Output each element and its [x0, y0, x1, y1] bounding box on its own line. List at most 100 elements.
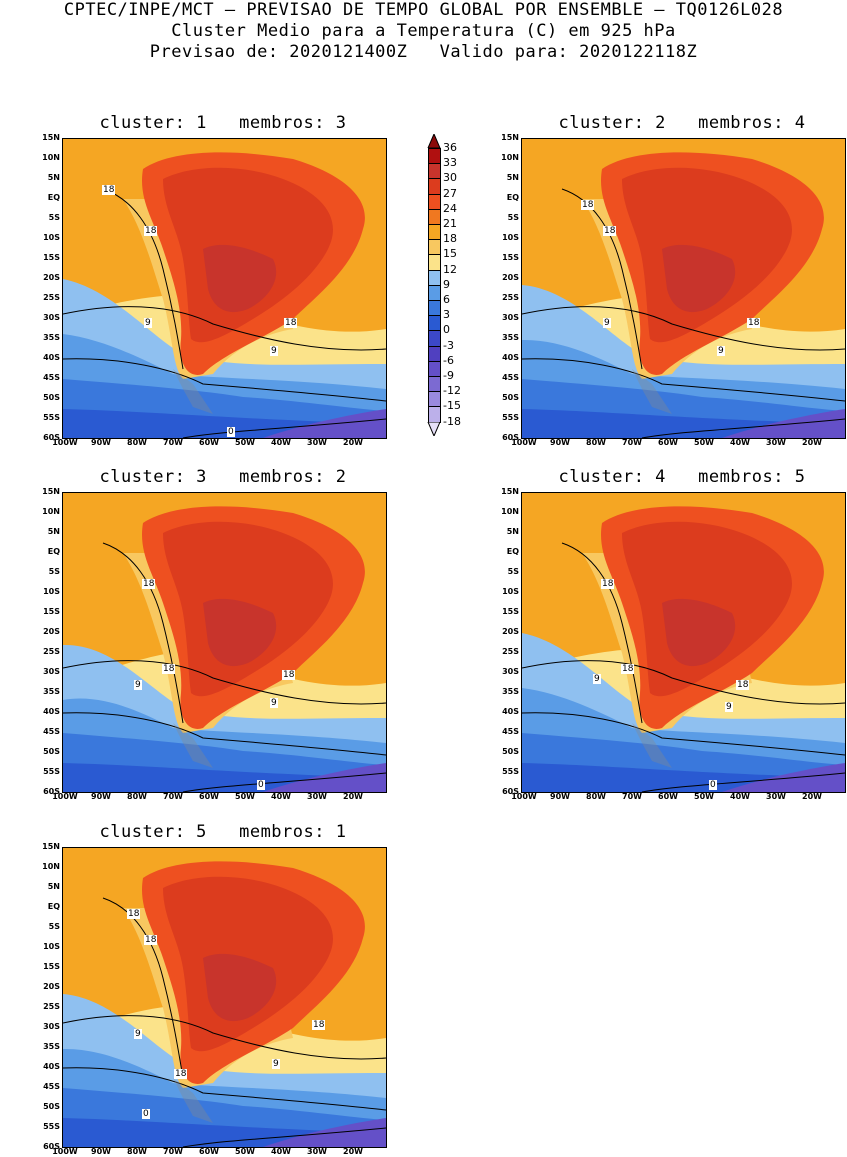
- contour-label: 18: [174, 1069, 188, 1079]
- contour-label: 18: [736, 680, 750, 690]
- map-panel-4: [521, 492, 846, 793]
- lat-tick-label: 25S: [43, 647, 60, 656]
- lat-tick-label: 15N: [42, 487, 60, 496]
- lon-tick-label: 30W: [307, 1147, 327, 1156]
- colorbar-label: 21: [443, 217, 457, 230]
- lat-tick-label: 5S: [48, 567, 60, 576]
- colorbar-swatch: [428, 163, 441, 180]
- header-line-1: CPTEC/INPE/MCT — PREVISAO DE TEMPO GLOBA…: [63, 0, 784, 20]
- colorbar-label: -18: [443, 414, 461, 428]
- lon-tick-label: 100W: [511, 792, 537, 801]
- colorbar-label: 3: [443, 308, 450, 322]
- lat-tick-label: 20S: [502, 627, 519, 636]
- lat-tick-label: 15S: [43, 253, 60, 262]
- lat-tick-label: 20S: [43, 273, 60, 282]
- lon-tick-label: 100W: [52, 1147, 78, 1156]
- lat-tick-label: 15N: [501, 487, 519, 496]
- lat-tick-label: 55S: [502, 767, 519, 776]
- lat-tick-label: 60S: [502, 787, 519, 796]
- lat-tick-label: 15N: [501, 133, 519, 142]
- lon-tick-label: 100W: [511, 438, 537, 447]
- lon-tick-label: 40W: [730, 792, 750, 801]
- lon-tick-label: 60W: [199, 792, 219, 801]
- lat-tick-label: 5N: [47, 527, 60, 536]
- lat-tick-label: 30S: [43, 1022, 60, 1031]
- colorbar-label: 30: [443, 171, 457, 185]
- contour-label: 18: [102, 185, 116, 195]
- lon-tick-label: 90W: [91, 438, 111, 447]
- colorbar-bottom-arrow: [427, 421, 441, 436]
- lat-tick-label: 50S: [502, 393, 519, 402]
- colorbar-label: -15: [443, 399, 461, 413]
- lat-tick-label: 10N: [42, 507, 60, 516]
- colorbar-swatch: [428, 193, 441, 210]
- lat-tick-label: 5N: [47, 882, 60, 891]
- contour-label: 18: [621, 664, 635, 674]
- lon-tick-label: 40W: [271, 438, 291, 447]
- colorbar-label: 18: [443, 232, 457, 246]
- lat-tick-label: 40S: [43, 1062, 60, 1071]
- lon-tick-label: 30W: [766, 438, 786, 447]
- colorbar-swatch: [428, 360, 441, 377]
- colorbar-label: 6: [443, 293, 450, 306]
- contour-label: 0: [257, 780, 265, 790]
- lat-tick-label: 60S: [43, 433, 60, 442]
- contour-label: 18: [282, 670, 296, 680]
- lat-tick-label: 45S: [502, 727, 519, 736]
- lon-tick-label: 80W: [127, 438, 147, 447]
- colorbar-swatch: [428, 269, 441, 286]
- lat-tick-label: 35S: [502, 333, 519, 342]
- lat-tick-label: 10S: [43, 942, 60, 951]
- colorbar-label: -3: [443, 338, 454, 352]
- contour-label: 9: [144, 318, 152, 328]
- contour-label: 9: [272, 1059, 280, 1069]
- panel-2-title: cluster: 2 membros: 4: [558, 113, 806, 133]
- lat-tick-label: 15S: [502, 607, 519, 616]
- lat-tick-label: 5S: [507, 567, 519, 576]
- colorbar-label: 36: [443, 141, 457, 154]
- lat-tick-label: 55S: [502, 413, 519, 422]
- lon-tick-label: 50W: [235, 438, 255, 447]
- lon-tick-label: 30W: [307, 438, 327, 447]
- panel-1-title: cluster: 1 membros: 3: [99, 113, 347, 133]
- lat-tick-label: 55S: [43, 767, 60, 776]
- panel-5-title: cluster: 5 membros: 1: [99, 822, 347, 842]
- colorbar-label: 0: [443, 323, 450, 337]
- contour-label: 0: [142, 1109, 150, 1119]
- contour-label: 9: [717, 346, 725, 356]
- lat-tick-label: 55S: [43, 1122, 60, 1131]
- contour-label: 18: [127, 909, 141, 919]
- lat-tick-label: 5S: [48, 213, 60, 222]
- lon-tick-label: 80W: [127, 1147, 147, 1156]
- lat-tick-label: 30S: [43, 313, 60, 322]
- colorbar-swatch: [428, 239, 441, 256]
- colorbar-swatch: [428, 254, 441, 271]
- colorbar-swatch: [428, 391, 441, 408]
- lat-tick-label: 35S: [43, 687, 60, 696]
- lon-tick-label: 70W: [163, 1147, 183, 1156]
- lat-tick-label: 5S: [48, 922, 60, 931]
- lat-tick-label: 45S: [43, 727, 60, 736]
- lon-tick-label: 20W: [802, 792, 822, 801]
- lat-tick-label: 5N: [506, 173, 519, 182]
- lat-tick-label: 10S: [43, 587, 60, 596]
- contour-label: 0: [227, 427, 235, 437]
- lat-tick-label: 15N: [42, 133, 60, 142]
- lat-tick-label: 45S: [502, 373, 519, 382]
- lat-tick-label: EQ: [506, 547, 519, 556]
- contour-label: 0: [709, 780, 717, 790]
- colorbar-label: 15: [443, 247, 457, 261]
- contour-label: 18: [581, 200, 595, 210]
- lat-tick-label: 10S: [502, 587, 519, 596]
- lon-tick-label: 20W: [343, 1147, 363, 1156]
- lon-tick-label: 80W: [586, 792, 606, 801]
- lat-tick-label: 60S: [43, 1142, 60, 1151]
- lat-tick-label: 15S: [43, 962, 60, 971]
- colorbar-swatch: [428, 376, 441, 393]
- lon-tick-label: 70W: [622, 438, 642, 447]
- lat-tick-label: 40S: [43, 707, 60, 716]
- lon-tick-label: 60W: [199, 438, 219, 447]
- lat-tick-label: 35S: [43, 333, 60, 342]
- lat-tick-label: 45S: [43, 1082, 60, 1091]
- lat-tick-label: 20S: [502, 273, 519, 282]
